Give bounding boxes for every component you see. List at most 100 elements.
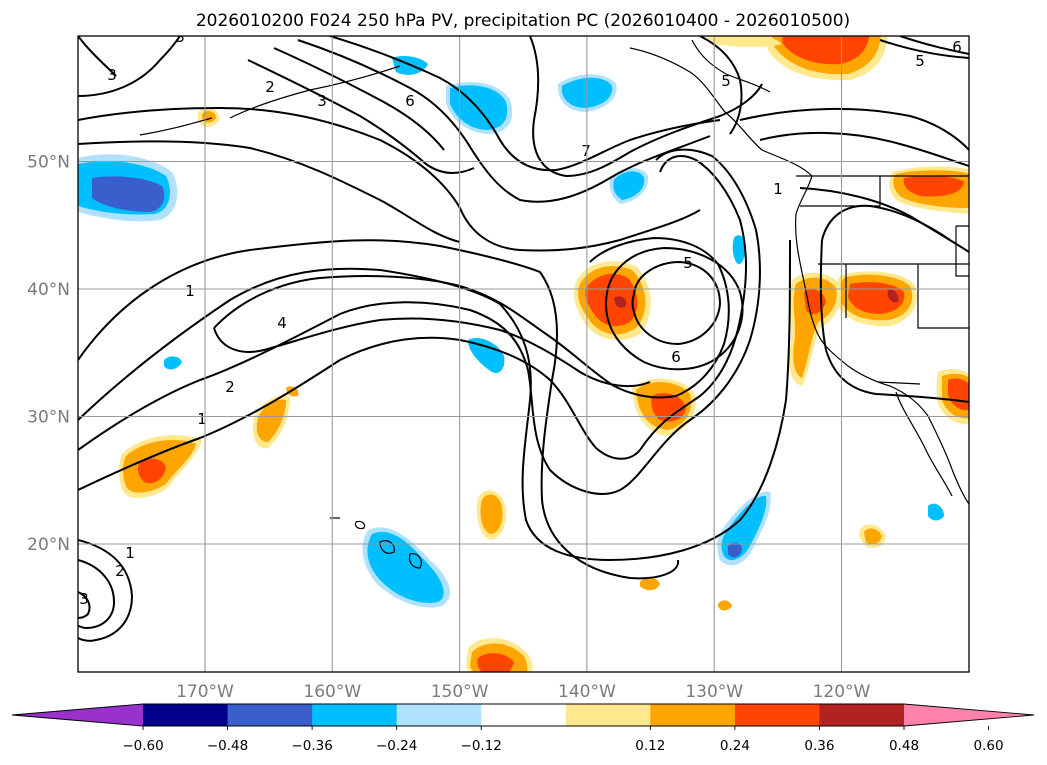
contour-label: 6 [405, 92, 415, 110]
colorbar-tick-label: 0.60 [974, 738, 1004, 754]
colorbar-bin [734, 704, 820, 726]
chart-title: 2026010200 F024 250 hPa PV, precipitatio… [196, 11, 850, 31]
colorbar-tick-label: 0.24 [720, 738, 750, 754]
pv-contour [699, 36, 743, 135]
pv-contour [213, 317, 651, 388]
pv-contour [899, 36, 969, 55]
state-border [877, 381, 921, 385]
precip-positive-area [864, 528, 882, 544]
coastline [691, 39, 771, 93]
pv-contour [78, 155, 747, 491]
contour-label: 6 [671, 348, 681, 366]
pv-contour [799, 187, 969, 253]
pv-contour [78, 148, 761, 495]
colorbar-tick-label: −0.12 [461, 738, 502, 754]
longitude-tick-label: 170°W [176, 682, 234, 702]
pv-contour [529, 36, 763, 178]
pv-contour [78, 591, 91, 619]
pv-contour [247, 59, 475, 174]
colorbar-tick-label: −0.24 [376, 738, 417, 754]
contour-label: 1 [185, 282, 195, 300]
pv-contour [213, 236, 730, 399]
colorbar-tick-label: 0.48 [889, 738, 919, 754]
colorbar-bin [312, 704, 398, 726]
precip-negative-area [732, 235, 746, 265]
precip-positive-area [614, 296, 627, 308]
latitude-tick-label: 20°N [27, 535, 70, 555]
latitude-tick-label: 50°N [27, 153, 70, 173]
pv-contour [879, 39, 969, 59]
coastline [139, 117, 213, 136]
longitude-tick-label: 120°W [813, 682, 871, 702]
longitude-tick-label: 160°W [303, 682, 361, 702]
contour-label: 3 [107, 66, 117, 84]
colorbar-bin [143, 704, 229, 726]
colorbar-bin [565, 704, 651, 726]
colorbar-bin [481, 704, 567, 726]
precip-positive-area [477, 653, 514, 672]
precip-negative-area [92, 176, 165, 212]
pv-contour [78, 106, 701, 252]
coastline [895, 391, 953, 497]
contour-label: 2 [225, 378, 235, 396]
longitude-tick-label: 130°W [685, 682, 743, 702]
pv-contour [631, 260, 722, 346]
map-panel: 3 3 2 3 6 7 5 5 6 1 5 6 4 1 2 1 1 2 3 [27, 35, 970, 702]
latitude-tick-label: 40°N [27, 280, 70, 300]
contour-label: 1 [125, 544, 135, 562]
latitude-labels: 50°N 40°N 30°N 20°N [27, 153, 70, 556]
contour-label: 2 [265, 78, 275, 96]
colorbar-tick-label: 0.12 [635, 738, 665, 754]
pv-contour [78, 539, 134, 642]
colorbar-tick-label: 0.36 [804, 738, 834, 754]
precip-positive-area [137, 458, 166, 484]
precip-negative-area [468, 337, 505, 374]
coastline [408, 553, 422, 569]
longitude-tick-label: 150°W [431, 682, 489, 702]
latitude-tick-label: 30°N [27, 408, 70, 428]
contour-label: 4 [277, 314, 287, 332]
pv-contour [78, 239, 791, 562]
precip-negative-area [164, 356, 182, 370]
pv-contour [78, 36, 117, 77]
pv-contours [78, 36, 969, 642]
precip-positive-area [585, 273, 638, 327]
longitude-labels: 170°W 160°W 150°W 140°W 130°W 120°W [176, 682, 870, 702]
contour-label: 2 [115, 562, 125, 580]
colorbar-bin [819, 704, 905, 726]
precip-negative-area [728, 542, 742, 558]
precip-positive-area [480, 494, 503, 534]
colorbar-tick-label: −0.48 [207, 738, 248, 754]
contour-label: 7 [581, 142, 591, 160]
colorbar-tick-label: −0.36 [291, 738, 332, 754]
state-border [800, 176, 881, 207]
pv-contour [739, 107, 969, 151]
contour-label: 5 [915, 52, 925, 70]
precip-positive-area [651, 393, 686, 422]
map-frame [77, 35, 970, 673]
pv-contour [604, 246, 744, 371]
contour-label: 1 [773, 180, 783, 198]
colorbar-bin [227, 704, 313, 726]
precip-positive-area [948, 378, 969, 411]
contour-label: 5 [683, 254, 693, 272]
precip-positive-area [718, 600, 732, 611]
coastline [354, 520, 366, 530]
pv-contour [78, 140, 461, 243]
precip-positive-area [640, 576, 660, 591]
contour-label: 3 [79, 590, 89, 608]
precip-negative-area [367, 532, 444, 603]
colorbar-extend-high [904, 704, 1034, 726]
contour-label: 5 [721, 72, 731, 90]
gridlines [78, 36, 969, 672]
state-border [917, 264, 969, 329]
longitude-tick-label: 140°W [558, 682, 616, 702]
precip-positive-area [706, 36, 782, 47]
colorbar-tick-label: −0.60 [122, 738, 163, 754]
contour-label: 1 [197, 410, 207, 428]
precip-positive-area [782, 36, 870, 65]
colorbar-extend-low [12, 704, 143, 726]
contour-label: 6 [952, 38, 962, 56]
pv-contour [821, 204, 951, 241]
